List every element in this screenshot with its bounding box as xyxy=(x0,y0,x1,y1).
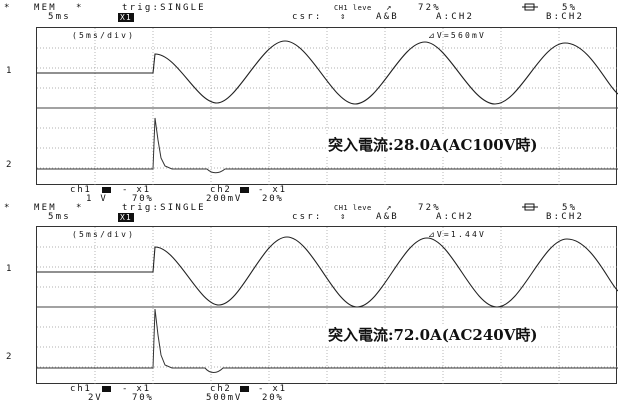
pretrigger-icon xyxy=(522,203,538,211)
ch1-label: ch1 xyxy=(70,185,92,195)
ch2-label: ch2 xyxy=(210,384,232,394)
cursor-ab: A&B xyxy=(376,212,399,222)
cursor-b-channel: B:CH2 xyxy=(546,212,585,222)
ch1-range: 2V xyxy=(88,393,103,403)
cursor-label: csr: xyxy=(292,12,323,22)
ch2-range: 200mV xyxy=(206,194,243,204)
ch2-range: 500mV xyxy=(206,393,243,403)
channel-2-marker: 2 xyxy=(6,160,12,170)
mode-star: * xyxy=(76,203,84,213)
ch1-label: ch1 xyxy=(70,384,92,394)
trigger-level-percent: 72% xyxy=(418,3,441,13)
x1-box: X1 xyxy=(118,13,134,22)
waveform-grid xyxy=(36,27,618,186)
mode-label: MEM xyxy=(34,3,57,13)
delta-v-readout: ⊿V=1.44V xyxy=(428,230,487,239)
cursor-ab: A&B xyxy=(376,12,399,22)
x1-box: X1 xyxy=(118,213,134,222)
level-arrow-icon: ↗ xyxy=(386,203,394,213)
cursor-label: csr: xyxy=(292,212,323,222)
inrush-current-annotation: 突入電流:72.0A(AC240V時) xyxy=(326,324,540,345)
cursor-a-channel: A:CH2 xyxy=(436,212,475,222)
waveform-plot xyxy=(37,227,618,385)
mode-label: MEM xyxy=(34,203,57,213)
ch1-color-swatch xyxy=(102,386,111,392)
cursor-symbol: ⇕ xyxy=(340,212,348,222)
scope-panel-1: * MEM * 5ms X1 trig:SINGLE csr: ⇕ CH1 le… xyxy=(4,3,618,204)
mode-star: * xyxy=(76,3,84,13)
pretrigger-icon xyxy=(522,3,538,11)
ch2-color-swatch xyxy=(240,386,249,392)
trigger-mode: trig:SINGLE xyxy=(122,3,206,13)
ch1-multiplier: - x1 xyxy=(122,384,151,394)
trigger-level-percent: 72% xyxy=(418,203,441,213)
cursor-a-channel: A:CH2 xyxy=(436,12,475,22)
ch2-color-swatch xyxy=(240,187,249,193)
timebase-label: 5ms xyxy=(48,212,71,222)
channel-2-marker: 2 xyxy=(6,352,12,362)
cursor-symbol: ⇕ xyxy=(340,12,348,22)
ch2-multiplier: - x1 xyxy=(258,384,287,394)
ch1-range: 1 V xyxy=(86,194,108,204)
marker-star: * xyxy=(4,203,12,213)
pretrigger-percent: 5% xyxy=(562,3,578,13)
time-per-div-label: (5ms/div) xyxy=(72,230,136,239)
ch2-position: 20% xyxy=(262,393,284,403)
marker-star: * xyxy=(4,3,12,13)
timebase-label: 5ms xyxy=(48,12,71,22)
ch1-color-swatch xyxy=(102,187,111,193)
ch2-position: 20% xyxy=(262,194,284,204)
channel-1-marker: 1 xyxy=(6,66,12,76)
level-arrow-icon: ↗ xyxy=(386,3,394,13)
trigger-mode: trig:SINGLE xyxy=(122,203,206,213)
cursor-b-channel: B:CH2 xyxy=(546,12,585,22)
trigger-level-label: CH1 leve xyxy=(334,4,372,12)
time-per-div-label: (5ms/div) xyxy=(72,31,136,40)
ch2-multiplier: - x1 xyxy=(258,185,287,195)
waveform-plot xyxy=(37,28,618,186)
trigger-level-label: CH1 leve xyxy=(334,204,372,212)
ch1-multiplier: - x1 xyxy=(122,185,151,195)
inrush-current-annotation: 突入電流:28.0A(AC100V時) xyxy=(326,134,540,155)
ch2-label: ch2 xyxy=(210,185,232,195)
channel-1-marker: 1 xyxy=(6,264,12,274)
scope-panel-2: * MEM * 5ms X1 trig:SINGLE csr: ⇕ CH1 le… xyxy=(0,203,623,412)
delta-v-readout: ⊿V=560mV xyxy=(428,31,487,40)
ch1-position: 70% xyxy=(132,194,154,204)
waveform-grid xyxy=(36,226,618,385)
ch1-position: 70% xyxy=(132,393,154,403)
pretrigger-percent: 5% xyxy=(562,203,578,213)
